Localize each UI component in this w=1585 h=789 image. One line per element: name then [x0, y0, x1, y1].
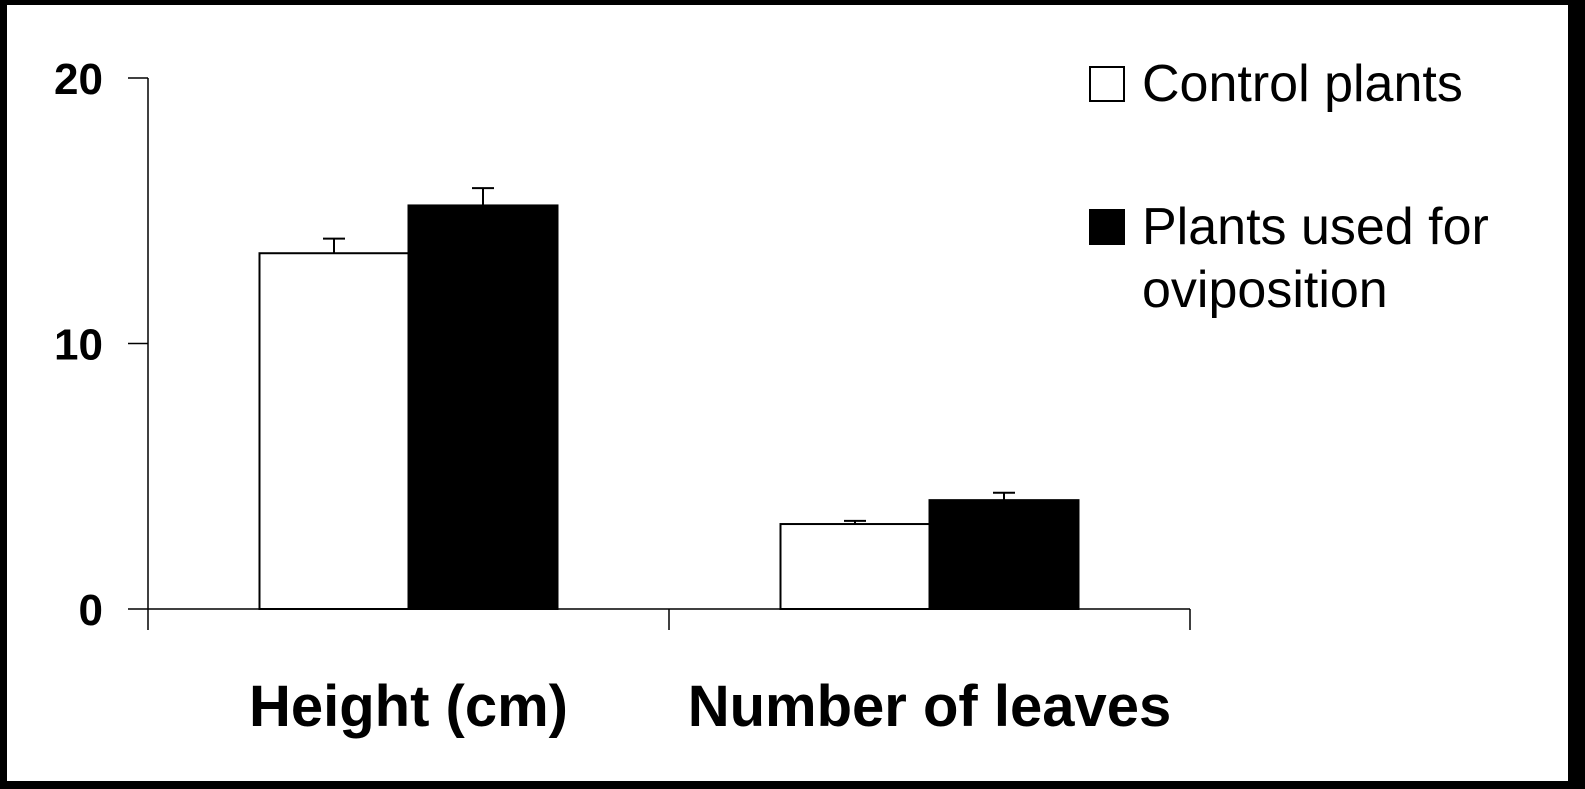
- bar-control-height: [258, 252, 410, 610]
- bar-control-leaves: [779, 523, 931, 610]
- bar-oviposition-height: [407, 204, 559, 610]
- legend-swatch-oviposition: [1089, 209, 1125, 245]
- legend-label-control: Control plants: [1142, 55, 1463, 113]
- legend-label-oviposition: Plants used for: [1142, 198, 1489, 256]
- x-category-label: Height (cm): [249, 674, 568, 739]
- y-tick-label: 20: [54, 55, 103, 104]
- bar-oviposition-leaves: [928, 499, 1080, 610]
- legend-swatch-control: [1089, 66, 1125, 102]
- y-tick-label: 0: [79, 586, 103, 635]
- y-tick-label: 10: [54, 321, 103, 370]
- legend-label-oviposition: oviposition: [1142, 261, 1388, 319]
- x-category-label: Number of leaves: [688, 674, 1172, 739]
